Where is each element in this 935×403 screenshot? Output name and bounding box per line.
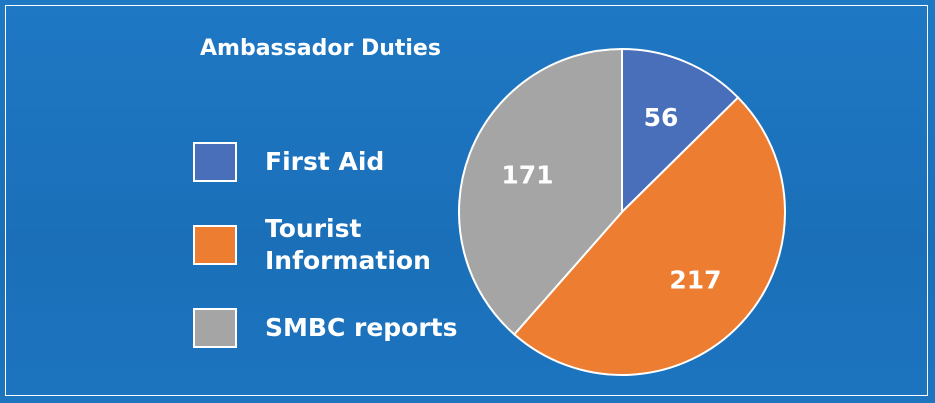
legend-swatch — [193, 308, 237, 348]
frame — [5, 5, 928, 396]
legend-label: Tourist Information — [265, 214, 431, 275]
data-label: 171 — [501, 160, 553, 189]
data-label: 217 — [669, 265, 721, 294]
pie-slice — [458, 47, 623, 336]
legend-swatch — [193, 225, 237, 265]
legend-label: First Aid — [265, 147, 385, 176]
legend-label: SMBC reports — [265, 313, 458, 342]
legend-swatch — [193, 142, 237, 182]
pie-slice — [621, 47, 740, 215]
chart-title: Ambassador Duties — [200, 36, 441, 61]
data-label: 56 — [644, 103, 679, 132]
pie-slice — [512, 96, 786, 376]
